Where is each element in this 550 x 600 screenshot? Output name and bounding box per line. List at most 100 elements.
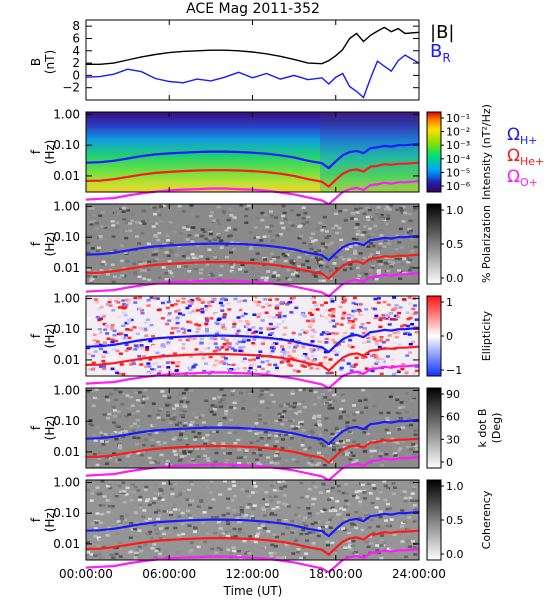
texture-speck [180, 511, 185, 515]
texture-speck [205, 330, 209, 333]
texture-speck [335, 322, 339, 326]
texture-speck [175, 423, 180, 427]
texture-speck [163, 254, 168, 258]
texture-speck [233, 297, 238, 301]
texture-speck [111, 224, 116, 227]
texture-speck [141, 443, 146, 447]
texture-speck [289, 336, 294, 340]
texture-speck [295, 550, 300, 554]
texture-speck [124, 229, 129, 233]
texture-speck [206, 459, 211, 462]
texture-speck [237, 497, 241, 501]
texture-speck [156, 372, 161, 375]
texture-speck [111, 235, 116, 238]
texture-speck [115, 371, 120, 375]
texture-speck [218, 422, 223, 425]
texture-speck [353, 252, 358, 255]
texture-speck [283, 485, 288, 488]
texture-speck [230, 499, 235, 502]
texture-speck [215, 346, 219, 349]
texture-speck [322, 361, 327, 364]
texture-speck [169, 242, 174, 245]
texture-speck [411, 307, 416, 311]
texture-speck [121, 435, 126, 439]
texture-speck [310, 297, 315, 300]
texture-speck [369, 461, 373, 465]
texture-speck [389, 265, 394, 268]
texture-speck [275, 461, 280, 465]
texture-speck [301, 344, 306, 347]
texture-speck [213, 342, 218, 345]
texture-speck [218, 400, 223, 404]
texture-speck [207, 239, 212, 242]
y-tick-label: 1.00 [53, 475, 80, 489]
texture-speck [322, 223, 327, 226]
texture-speck [398, 277, 403, 280]
texture-speck [259, 393, 264, 396]
texture-speck [297, 410, 302, 413]
texture-speck [350, 332, 355, 336]
texture-speck [312, 301, 317, 304]
texture-speck [362, 212, 367, 216]
texture-speck [382, 541, 387, 544]
texture-speck [198, 272, 203, 275]
texture-speck [155, 260, 160, 263]
texture-speck [149, 418, 154, 421]
texture-speck [290, 357, 295, 360]
texture-speck [134, 553, 139, 556]
texture-speck [196, 327, 201, 331]
texture-speck [212, 397, 217, 400]
texture-speck [190, 240, 195, 243]
texture-speck [205, 451, 210, 454]
texture-speck [216, 514, 221, 517]
texture-speck [211, 430, 216, 433]
texture-speck [95, 340, 100, 343]
texture-speck [385, 488, 390, 491]
texture-speck [148, 530, 153, 534]
texture-speck [321, 261, 326, 265]
texture-speck [377, 247, 382, 250]
texture-speck [397, 257, 402, 261]
texture-speck [255, 209, 259, 212]
texture-speck [193, 267, 198, 271]
texture-speck [391, 446, 396, 450]
texture-speck [114, 552, 119, 556]
texture-speck [392, 486, 397, 489]
texture-speck [328, 269, 333, 272]
texture-speck [301, 217, 306, 220]
texture-speck [185, 533, 190, 537]
texture-speck [331, 227, 335, 230]
texture-speck [386, 524, 390, 528]
texture-speck [144, 519, 149, 523]
texture-speck [349, 255, 354, 258]
texture-speck [396, 260, 401, 264]
texture-speck [164, 530, 169, 533]
texture-speck [126, 321, 131, 324]
texture-speck [114, 226, 119, 229]
texture-speck [264, 491, 269, 494]
texture-speck [196, 317, 201, 320]
y-tick-label: 0.10 [53, 414, 80, 428]
texture-speck [324, 525, 329, 528]
texture-speck [228, 418, 233, 422]
texture-speck [370, 366, 375, 369]
texture-speck [330, 253, 335, 256]
texture-speck [298, 388, 303, 392]
texture-speck [213, 531, 218, 535]
texture-speck [260, 360, 265, 364]
texture-speck [274, 419, 279, 423]
texture-speck [127, 336, 132, 340]
texture-speck [302, 241, 307, 245]
texture-speck [89, 337, 94, 340]
texture-speck [279, 221, 284, 225]
texture-speck [180, 327, 185, 330]
texture-speck [143, 321, 148, 324]
texture-speck [280, 544, 285, 547]
texture-speck [250, 515, 255, 518]
texture-speck [243, 428, 248, 432]
texture-speck [266, 370, 271, 374]
texture-speck [145, 275, 150, 279]
texture-speck [309, 350, 314, 354]
texture-speck [369, 242, 374, 245]
texture-speck [276, 489, 281, 492]
